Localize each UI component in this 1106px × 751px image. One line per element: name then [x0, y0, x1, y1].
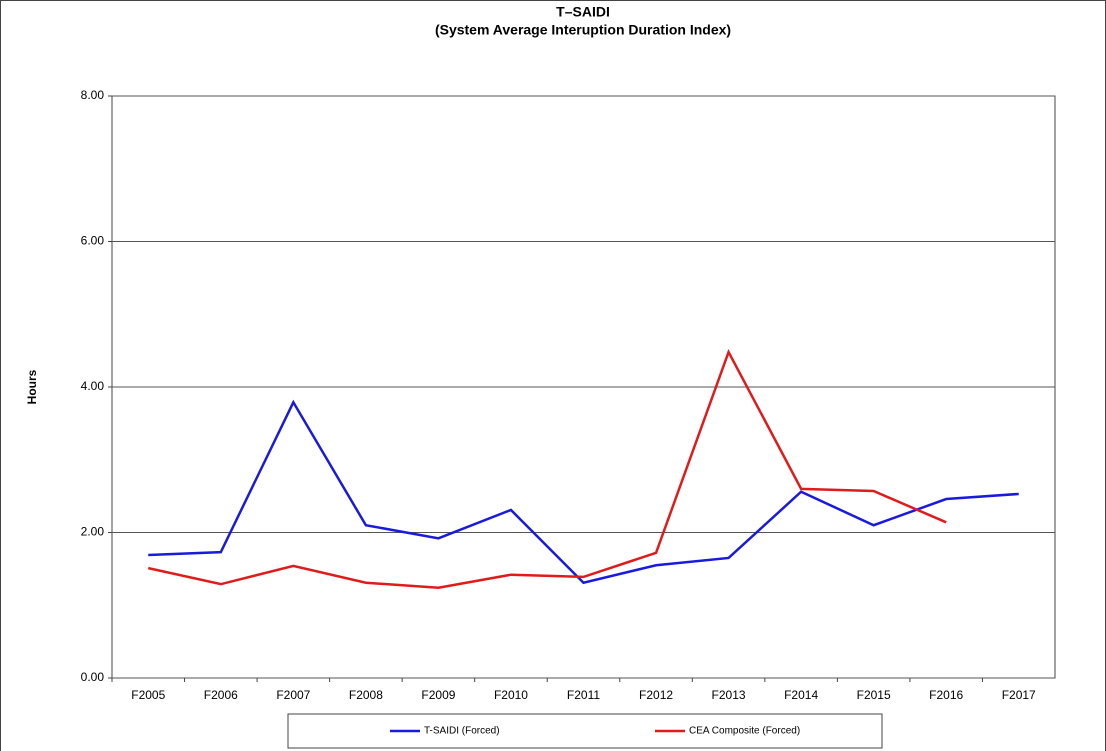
x-tick-label: F2007 [276, 688, 310, 702]
y-tick-label: 8.00 [81, 88, 105, 102]
y-tick-label: 0.00 [81, 670, 105, 684]
x-tick-label: F2012 [639, 688, 673, 702]
x-tick-label: F2006 [204, 688, 238, 702]
x-tick-label: F2010 [494, 688, 528, 702]
x-tick-label: F2017 [1002, 688, 1036, 702]
y-tick-label: 2.00 [81, 525, 105, 539]
legend-label: CEA Composite (Forced) [689, 726, 800, 737]
x-tick-label: F2008 [349, 688, 383, 702]
x-tick-label: F2016 [929, 688, 963, 702]
x-tick-label: F2014 [784, 688, 818, 702]
y-tick-label: 6.00 [81, 234, 105, 248]
legend-box [287, 713, 883, 749]
series-line [148, 399, 1019, 585]
chart-subtitle: (System Average Interuption Duration Ind… [435, 22, 731, 38]
series-line [147, 349, 947, 590]
y-axis-label: Hours [25, 369, 39, 404]
y-tick-label: 4.00 [81, 379, 105, 393]
x-tick-label: F2009 [421, 688, 455, 702]
x-tick-label: F2005 [131, 688, 165, 702]
x-tick-label: F2015 [857, 688, 891, 702]
x-tick-label: F2013 [712, 688, 746, 702]
x-tick-label: F2011 [567, 688, 600, 702]
legend-label: T-SAIDI (Forced) [424, 726, 500, 737]
chart-title: T–SAIDI [556, 4, 610, 20]
